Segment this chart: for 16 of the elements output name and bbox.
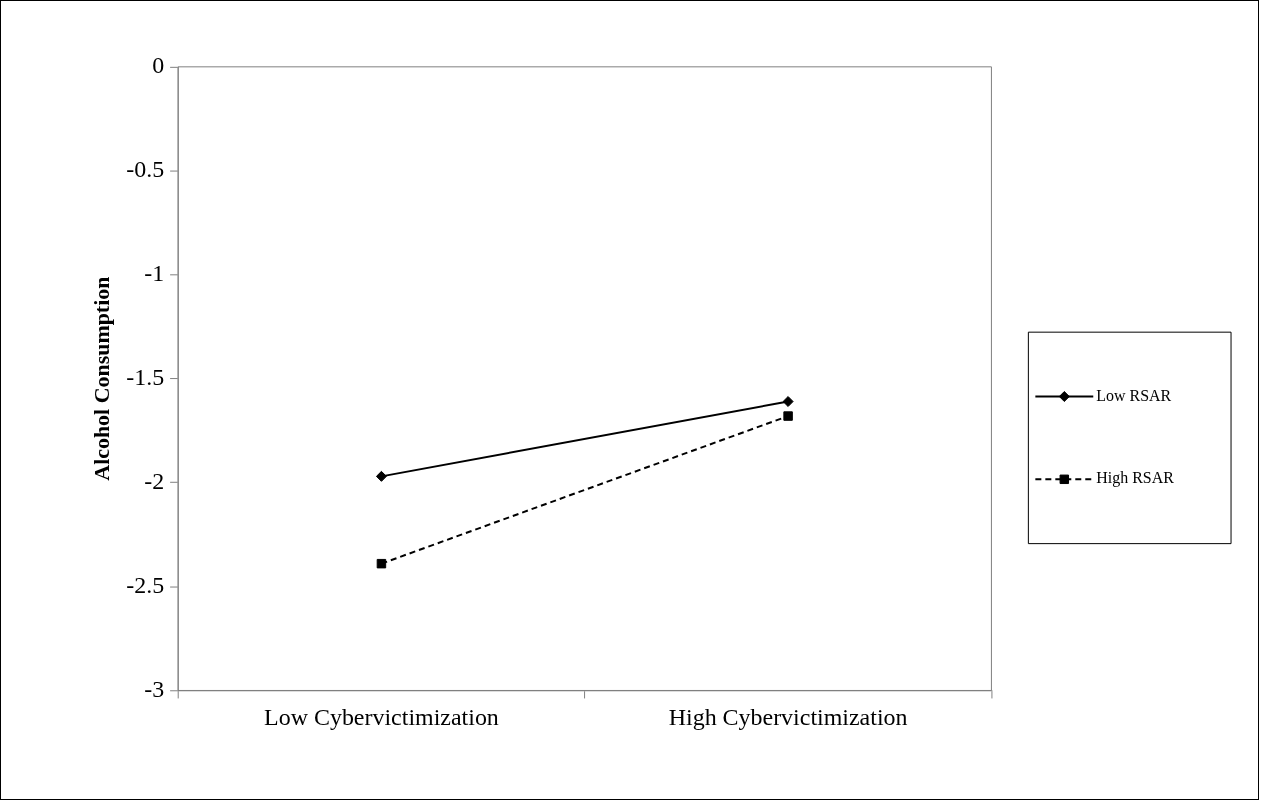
x-tick-label: High Cybervictimization — [668, 704, 908, 731]
point — [783, 411, 793, 421]
y-tick-label: -2.5 — [126, 571, 165, 598]
y-tick-label: -2 — [144, 467, 165, 494]
y-axis-title: Alcohol Consumption — [88, 276, 114, 481]
point — [375, 470, 387, 482]
legend-label: High RSAR — [1096, 469, 1175, 488]
y-tick-label: -1 — [144, 260, 165, 286]
y-tick-label: -0.5 — [126, 156, 165, 183]
y-tick-label: -3 — [144, 675, 165, 702]
y-tick-label: 0 — [152, 52, 165, 79]
point — [376, 558, 387, 569]
x-tick-label: Low Cybervictimization — [264, 704, 499, 731]
point — [782, 396, 794, 408]
y-tick-label: -1.5 — [126, 363, 165, 390]
legend-label: Low RSAR — [1096, 386, 1172, 404]
